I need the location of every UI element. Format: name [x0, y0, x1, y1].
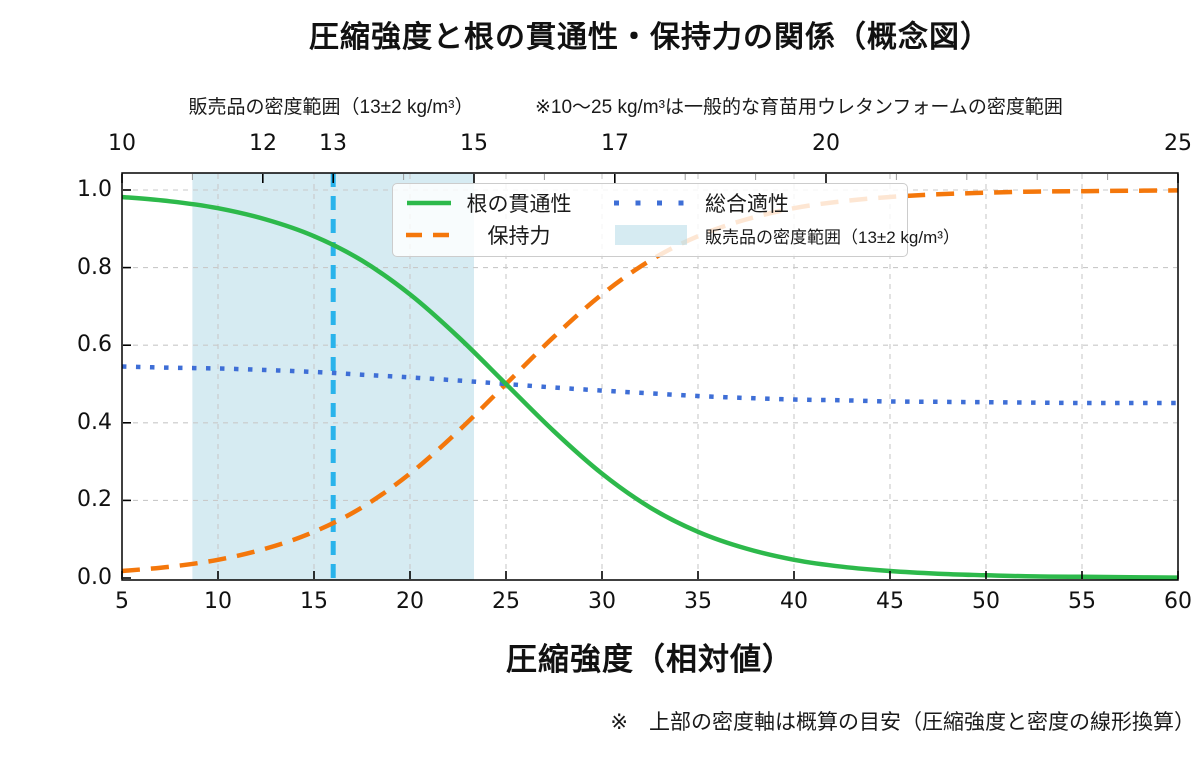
plot-frame — [121, 172, 1179, 581]
y-axis-tick-label: 1.0 — [77, 177, 112, 202]
y-axis-tick-label: 0.6 — [77, 332, 112, 357]
legend-item-holding-power: 保持力 — [405, 220, 601, 250]
top-axis-tick-label: 25 — [1164, 131, 1192, 156]
series-root-penetration — [121, 194, 1179, 580]
legend-item-density-band: 販売品の密度範囲（13±2 kg/m³） — [611, 223, 960, 248]
legend-label: 販売品の密度範囲（13±2 kg/m³） — [705, 227, 960, 247]
legend-label: 保持力 — [487, 225, 551, 248]
y-axis-tick-label: 0.0 — [77, 565, 112, 590]
top-axis-tick-label: 12 — [249, 131, 277, 156]
y-axis-tick-label: 0.4 — [77, 410, 112, 435]
x-axis-tick-label: 15 — [300, 589, 328, 614]
page-title: 圧縮強度と根の貫通性・保持力の関係（概念図） — [309, 21, 991, 54]
legend-swatch-band-patch — [615, 225, 687, 245]
top-axis-tick-label: 13 — [319, 131, 347, 156]
y-axis-tick-label: 0.2 — [77, 487, 112, 512]
footnote: ※ 上部の密度軸は概算の目安（圧縮強度と密度の線形換算） — [610, 711, 1195, 734]
x-axis-tick-label: 60 — [1164, 589, 1192, 614]
legend-item-root-penetration: 根の貫通性 — [405, 188, 601, 218]
top-axis-tick-label: 17 — [601, 131, 629, 156]
legend-item-overall-suitability: 総合適性 — [611, 188, 960, 218]
x-axis-tick-label: 30 — [588, 589, 616, 614]
x-axis-tick-label: 50 — [972, 589, 1000, 614]
top-axis-tick-label: 15 — [460, 131, 488, 156]
x-axis-tick-label: 25 — [492, 589, 520, 614]
x-axis-tick-label: 45 — [876, 589, 904, 614]
x-axis-tick-label: 20 — [396, 589, 424, 614]
x-axis-tick-label: 5 — [115, 589, 129, 614]
legend-swatch-solid-line — [407, 200, 451, 206]
top-axis-annotation: 販売品の密度範囲（13±2 kg/m³） — [188, 97, 474, 118]
axis-ticks — [121, 174, 1179, 579]
x-axis-tick-label: 40 — [780, 589, 808, 614]
gridlines — [123, 174, 1177, 579]
legend-label: 根の貫通性 — [466, 193, 572, 216]
legend: 根の貫通性 総合適性 保持力 販売品の密度範囲（13±2 kg/m³） — [392, 183, 960, 257]
series-holding-power — [121, 188, 1179, 574]
x-axis-tick-label: 35 — [684, 589, 712, 614]
legend-swatch-dotted-line — [614, 200, 692, 206]
legend-label: 総合適性 — [705, 193, 789, 216]
top-axis-tick-label: 20 — [812, 131, 840, 156]
top-axis-tick-label: 10 — [108, 131, 136, 156]
x-axis-tick-label: 10 — [204, 589, 232, 614]
legend-swatch-dashed-line — [406, 232, 452, 238]
x-axis-tick-label: 55 — [1068, 589, 1096, 614]
x-axis-label: 圧縮強度（相対値） — [506, 642, 794, 677]
density-range-note: ※10〜25 kg/m³は一般的な育苗用ウレタンフォームの密度範囲 — [535, 97, 1063, 118]
y-axis-tick-label: 0.8 — [77, 255, 112, 280]
